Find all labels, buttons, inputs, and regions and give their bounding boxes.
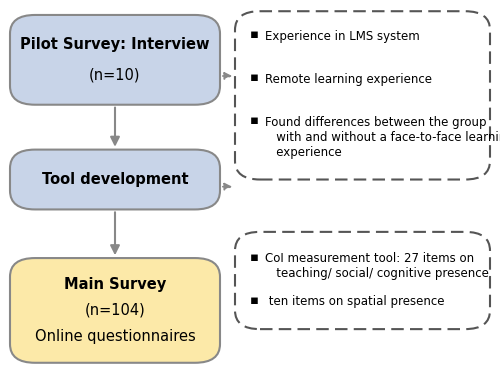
Text: (n=10): (n=10): [89, 67, 141, 82]
FancyBboxPatch shape: [235, 232, 490, 329]
Text: (n=104): (n=104): [84, 303, 146, 318]
Text: CoI measurement tool: 27 items on
   teaching/ social/ cognitive presence: CoI measurement tool: 27 items on teachi…: [265, 252, 489, 280]
Text: Experience in LMS system: Experience in LMS system: [265, 30, 420, 43]
Text: ▪: ▪: [250, 28, 259, 41]
Text: ▪: ▪: [250, 71, 259, 84]
FancyBboxPatch shape: [10, 150, 220, 209]
Text: ▪: ▪: [250, 294, 259, 307]
FancyBboxPatch shape: [235, 11, 490, 180]
Text: Tool development: Tool development: [42, 172, 188, 187]
Text: ▪: ▪: [250, 114, 259, 127]
Text: ten items on spatial presence: ten items on spatial presence: [265, 295, 444, 309]
Text: Found differences between the group
   with and without a face-to-face learning
: Found differences between the group with…: [265, 116, 500, 159]
FancyBboxPatch shape: [10, 15, 220, 105]
Text: Main Survey: Main Survey: [64, 277, 166, 292]
Text: Pilot Survey: Interview: Pilot Survey: Interview: [20, 37, 210, 52]
Text: ▪: ▪: [250, 251, 259, 264]
Text: Remote learning experience: Remote learning experience: [265, 73, 432, 86]
Text: Online questionnaires: Online questionnaires: [34, 329, 196, 344]
FancyBboxPatch shape: [10, 258, 220, 363]
